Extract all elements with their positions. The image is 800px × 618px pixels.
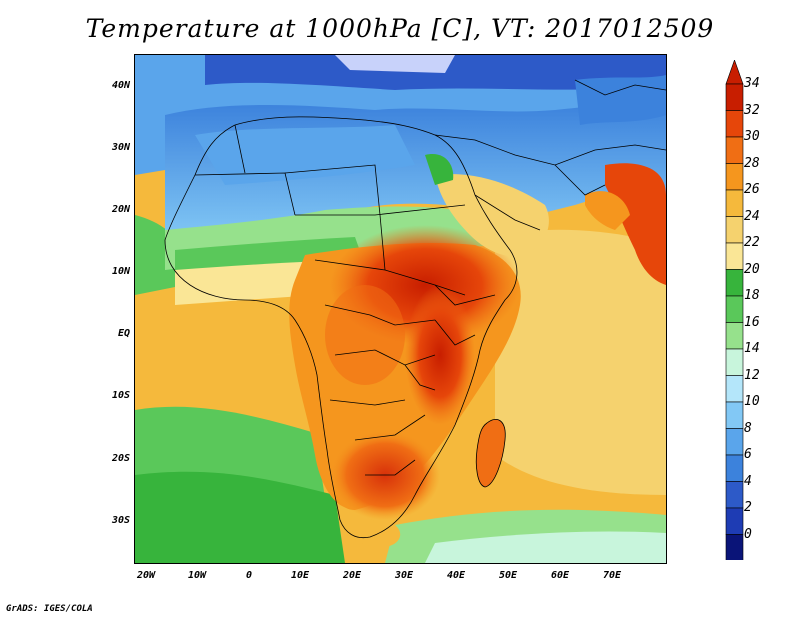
colorbar-tick-label: 8 bbox=[744, 420, 752, 436]
colorbar-tick-label: 20 bbox=[744, 261, 760, 277]
india-region bbox=[605, 163, 666, 285]
madagascar bbox=[475, 419, 506, 488]
colorbar-tick-label: 34 bbox=[744, 76, 760, 91]
lat-label-10s: 10S bbox=[111, 390, 130, 401]
colorbar-cell bbox=[725, 401, 744, 429]
lat-label-30n: 30N bbox=[111, 142, 130, 153]
temperature-map bbox=[135, 55, 666, 563]
map-frame bbox=[134, 54, 667, 564]
colorbar-cell bbox=[725, 136, 744, 164]
colorbar-tick-label: 22 bbox=[744, 235, 760, 250]
colorbar-tick-label: 4 bbox=[744, 473, 752, 489]
colorbar-cell bbox=[725, 110, 744, 138]
colorbar-tick-label: 14 bbox=[744, 341, 760, 356]
colorbar-cell bbox=[725, 242, 744, 270]
lon-label-20e: 20E bbox=[342, 570, 362, 581]
colorbar-tick-label: 2 bbox=[744, 500, 752, 515]
colorbar-tick-label: 12 bbox=[744, 367, 760, 383]
map-title: Temperature at 1000hPa [C], VT: 20170125… bbox=[85, 14, 715, 43]
colorbar-tick-label: 0 bbox=[744, 526, 752, 542]
colorbar-tick-label: 18 bbox=[744, 288, 760, 303]
lon-label-50e: 50E bbox=[498, 570, 518, 581]
colorbar-cell bbox=[725, 295, 744, 323]
lon-label-0: 0 bbox=[245, 570, 253, 581]
colorbar-cell bbox=[725, 269, 744, 297]
colorbar-tick-label: 32 bbox=[744, 102, 760, 118]
colorbar-cell bbox=[725, 428, 744, 456]
colorbar-cell bbox=[725, 534, 744, 560]
lat-label-eq: EQ bbox=[117, 328, 130, 339]
colorbar-cell bbox=[725, 481, 744, 509]
colorbar-tick-label: 26 bbox=[744, 182, 760, 197]
lat-label-10n: 10N bbox=[111, 266, 130, 277]
colorbar-cell bbox=[725, 216, 744, 244]
colorbar-cell bbox=[725, 189, 744, 217]
colorbar-tick-label: 24 bbox=[744, 208, 760, 224]
colorbar bbox=[725, 60, 744, 560]
lat-label-20n: 20N bbox=[111, 204, 130, 215]
lon-label-30e: 30E bbox=[394, 570, 414, 581]
lon-label-60e: 60E bbox=[550, 570, 570, 581]
colorbar-cell bbox=[725, 375, 744, 403]
colorbar-tick-label: 28 bbox=[744, 155, 760, 171]
lon-label-40e: 40E bbox=[446, 570, 466, 581]
lon-label-10e: 10E bbox=[290, 570, 310, 581]
colorbar-tick-label: 10 bbox=[744, 394, 760, 409]
colorbar-cell bbox=[725, 507, 744, 535]
lon-label-20w: 20W bbox=[136, 570, 156, 581]
colorbar-cell bbox=[725, 163, 744, 191]
lon-label-10w: 10W bbox=[187, 570, 207, 581]
colorbar-tick-label: 30 bbox=[744, 129, 760, 144]
colorbar-tick-label: 16 bbox=[744, 314, 760, 330]
colorbar-tick-label: 6 bbox=[744, 447, 752, 462]
coastline-borders bbox=[164, 79, 666, 539]
lat-label-20s: 20S bbox=[111, 453, 130, 464]
credit-text: GrADS: IGES/COLA bbox=[6, 604, 93, 614]
colorbar-cell bbox=[725, 322, 744, 350]
lon-label-70e: 70E bbox=[602, 570, 622, 581]
colorbar-cell bbox=[725, 83, 744, 111]
colorbar-upper-arrow bbox=[725, 60, 744, 85]
colorbar-cell bbox=[725, 454, 744, 482]
lat-label-30s: 30S bbox=[111, 515, 130, 526]
lat-label-40n: 40N bbox=[111, 80, 130, 91]
colorbar-cell bbox=[725, 348, 744, 376]
